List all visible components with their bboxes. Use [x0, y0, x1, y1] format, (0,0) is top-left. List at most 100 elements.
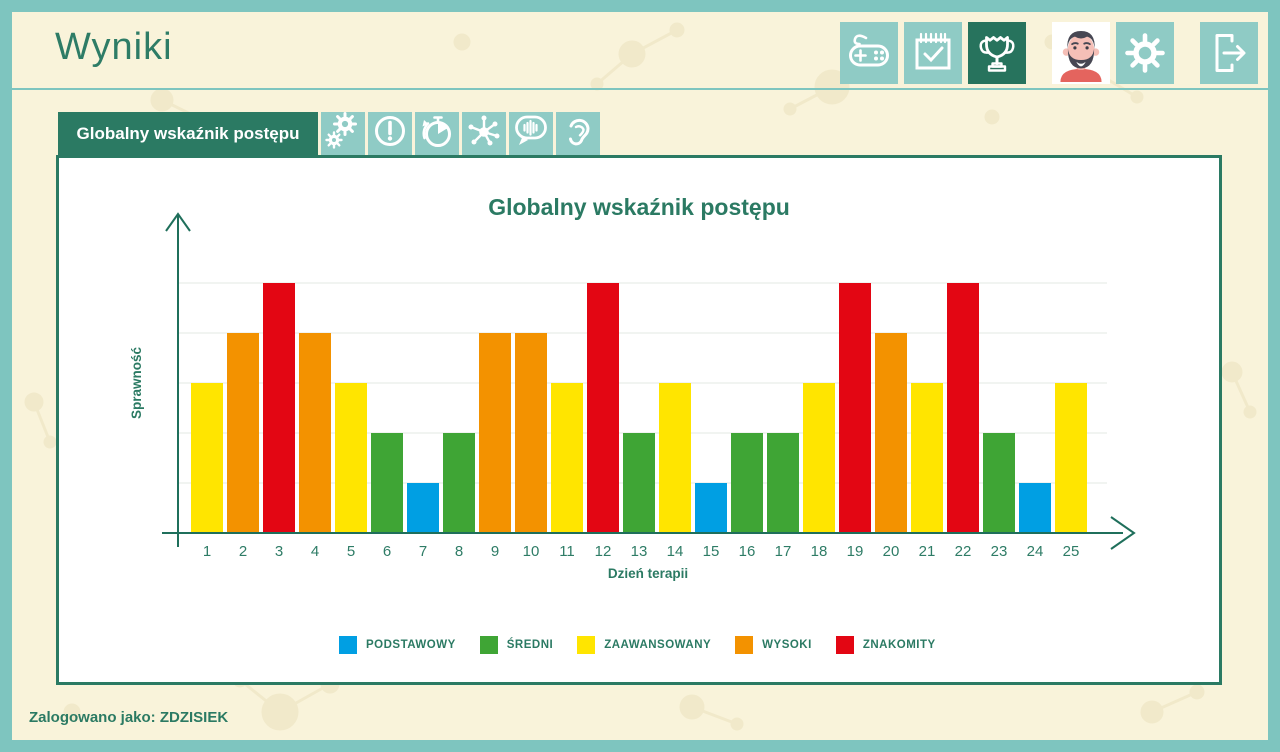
x-tick-label: 10: [523, 543, 540, 560]
bar-day-9: [479, 333, 511, 533]
legend-item: PODSTAWOWY: [339, 636, 456, 654]
bar-day-20: [875, 333, 907, 533]
x-tick-label: 8: [455, 543, 463, 560]
x-tick-label: 25: [1063, 543, 1080, 560]
tab-global-progress-label: Globalny wskaźnik postępu: [76, 123, 300, 143]
x-tick-label: 19: [847, 543, 864, 560]
x-tick-label: 3: [275, 543, 283, 560]
games-button[interactable]: [840, 22, 898, 84]
legend-label: ŚREDNI: [506, 639, 554, 651]
network-icon: [462, 109, 506, 158]
tab-network[interactable]: [462, 112, 506, 155]
legend-label: PODSTAWOWY: [366, 639, 456, 651]
settings-button[interactable]: [1116, 22, 1174, 84]
logout-icon: [1201, 25, 1257, 81]
alert-icon: [368, 109, 412, 158]
app-content: Wyniki: [12, 12, 1268, 740]
bar-day-21: [911, 383, 943, 533]
bar-day-16: [731, 433, 763, 533]
tab-alerts[interactable]: [368, 112, 412, 155]
bar-day-1: [191, 383, 223, 533]
profile-button[interactable]: [1052, 22, 1110, 84]
header-divider: [12, 88, 1268, 90]
bar-day-12: [587, 283, 619, 533]
bar-day-14: [659, 383, 691, 533]
tab-speech[interactable]: [509, 112, 553, 155]
gear-icon: [1117, 25, 1173, 81]
x-tick-label: 15: [703, 543, 720, 560]
bar-day-19: [839, 283, 871, 533]
bar-day-5: [335, 383, 367, 533]
x-tick-label: 11: [559, 543, 575, 560]
legend-item: ŚREDNI: [479, 636, 554, 654]
bar-day-3: [263, 283, 295, 533]
tab-processes[interactable]: [321, 112, 365, 155]
legend-item: WYSOKI: [735, 636, 812, 654]
legend-swatch: [835, 636, 854, 654]
x-axis-arrow: [1110, 516, 1136, 550]
x-tick-labels: 1 2 3 4 5 6 7 8 9 10 11 12 13 14 15 16 17 18 19 20 21 22 23 24 2…: [203, 543, 1080, 560]
bar-day-24: [1019, 483, 1051, 533]
bar-day-13: [623, 433, 655, 533]
page-title: Wyniki: [55, 26, 173, 68]
x-tick-label: 21: [919, 543, 936, 560]
timer-icon: [415, 109, 459, 158]
axes: [162, 212, 1136, 550]
x-tick-label: 22: [955, 543, 972, 560]
results-button[interactable]: [968, 22, 1026, 84]
x-tick-label: 13: [631, 543, 648, 560]
bar-day-17: [767, 433, 799, 533]
x-tick-label: 23: [991, 543, 1008, 560]
ear-icon: [556, 109, 600, 158]
bar-day-15: [695, 483, 727, 533]
legend-label: WYSOKI: [762, 639, 812, 651]
y-axis-label: Sprawność: [129, 347, 144, 420]
legend-item: ZAAWANSOWANY: [577, 636, 711, 654]
x-tick-label: 1: [203, 543, 211, 560]
x-tick-label: 5: [347, 543, 355, 560]
chart-title: Globalny wskaźnik postępu: [488, 194, 790, 220]
tab-global-progress[interactable]: Globalny wskaźnik postępu: [58, 112, 318, 155]
y-axis-arrow: [165, 212, 191, 232]
x-tick-label: 4: [311, 543, 319, 560]
bar-day-11: [551, 383, 583, 533]
x-tick-label: 18: [811, 543, 828, 560]
calendar-button[interactable]: [904, 22, 962, 84]
bar-day-7: [407, 483, 439, 533]
tab-hearing[interactable]: [556, 112, 600, 155]
x-tick-label: 16: [739, 543, 756, 560]
legend-swatch: [479, 636, 498, 654]
gamepad-icon: [841, 25, 897, 81]
legend-label: ZAAWANSOWANY: [604, 639, 712, 651]
x-tick-label: 7: [419, 543, 427, 560]
x-tick-label: 9: [491, 543, 499, 560]
bar-day-23: [983, 433, 1015, 533]
logout-button[interactable]: [1200, 22, 1258, 84]
logged-in-status: Zalogowano jako: ZDZISIEK: [29, 709, 229, 726]
chart-legend: PODSTAWOWY ŚREDNI ZAAWANSOWANY WYSOKI ZNAKOM…: [339, 636, 936, 654]
bar-day-18: [803, 383, 835, 533]
bars: [191, 283, 1087, 533]
legend-item: ZNAKOMITY: [835, 636, 936, 654]
x-tick-label: 6: [383, 543, 391, 560]
bar-day-2: [227, 333, 259, 533]
tab-timer[interactable]: [415, 112, 459, 155]
x-tick-label: 20: [883, 543, 900, 560]
legend-swatch: [577, 636, 596, 654]
bar-day-10: [515, 333, 547, 533]
tab-bar: Globalny wskaźnik postępu: [58, 112, 600, 155]
calendar-check-icon: [905, 25, 961, 81]
x-tick-label: 17: [775, 543, 792, 560]
bar-day-25: [1055, 383, 1087, 533]
legend-label: ZNAKOMITY: [862, 639, 936, 651]
x-tick-label: 12: [595, 543, 612, 560]
trophy-icon: [969, 25, 1025, 81]
legend-swatch: [735, 636, 754, 654]
speech-sound-icon: [509, 109, 553, 158]
header-toolbar: [840, 22, 1258, 84]
avatar: [1052, 22, 1110, 84]
legend-swatch: [339, 636, 357, 654]
x-tick-label: 14: [667, 543, 684, 560]
gears-icon: [321, 109, 365, 158]
